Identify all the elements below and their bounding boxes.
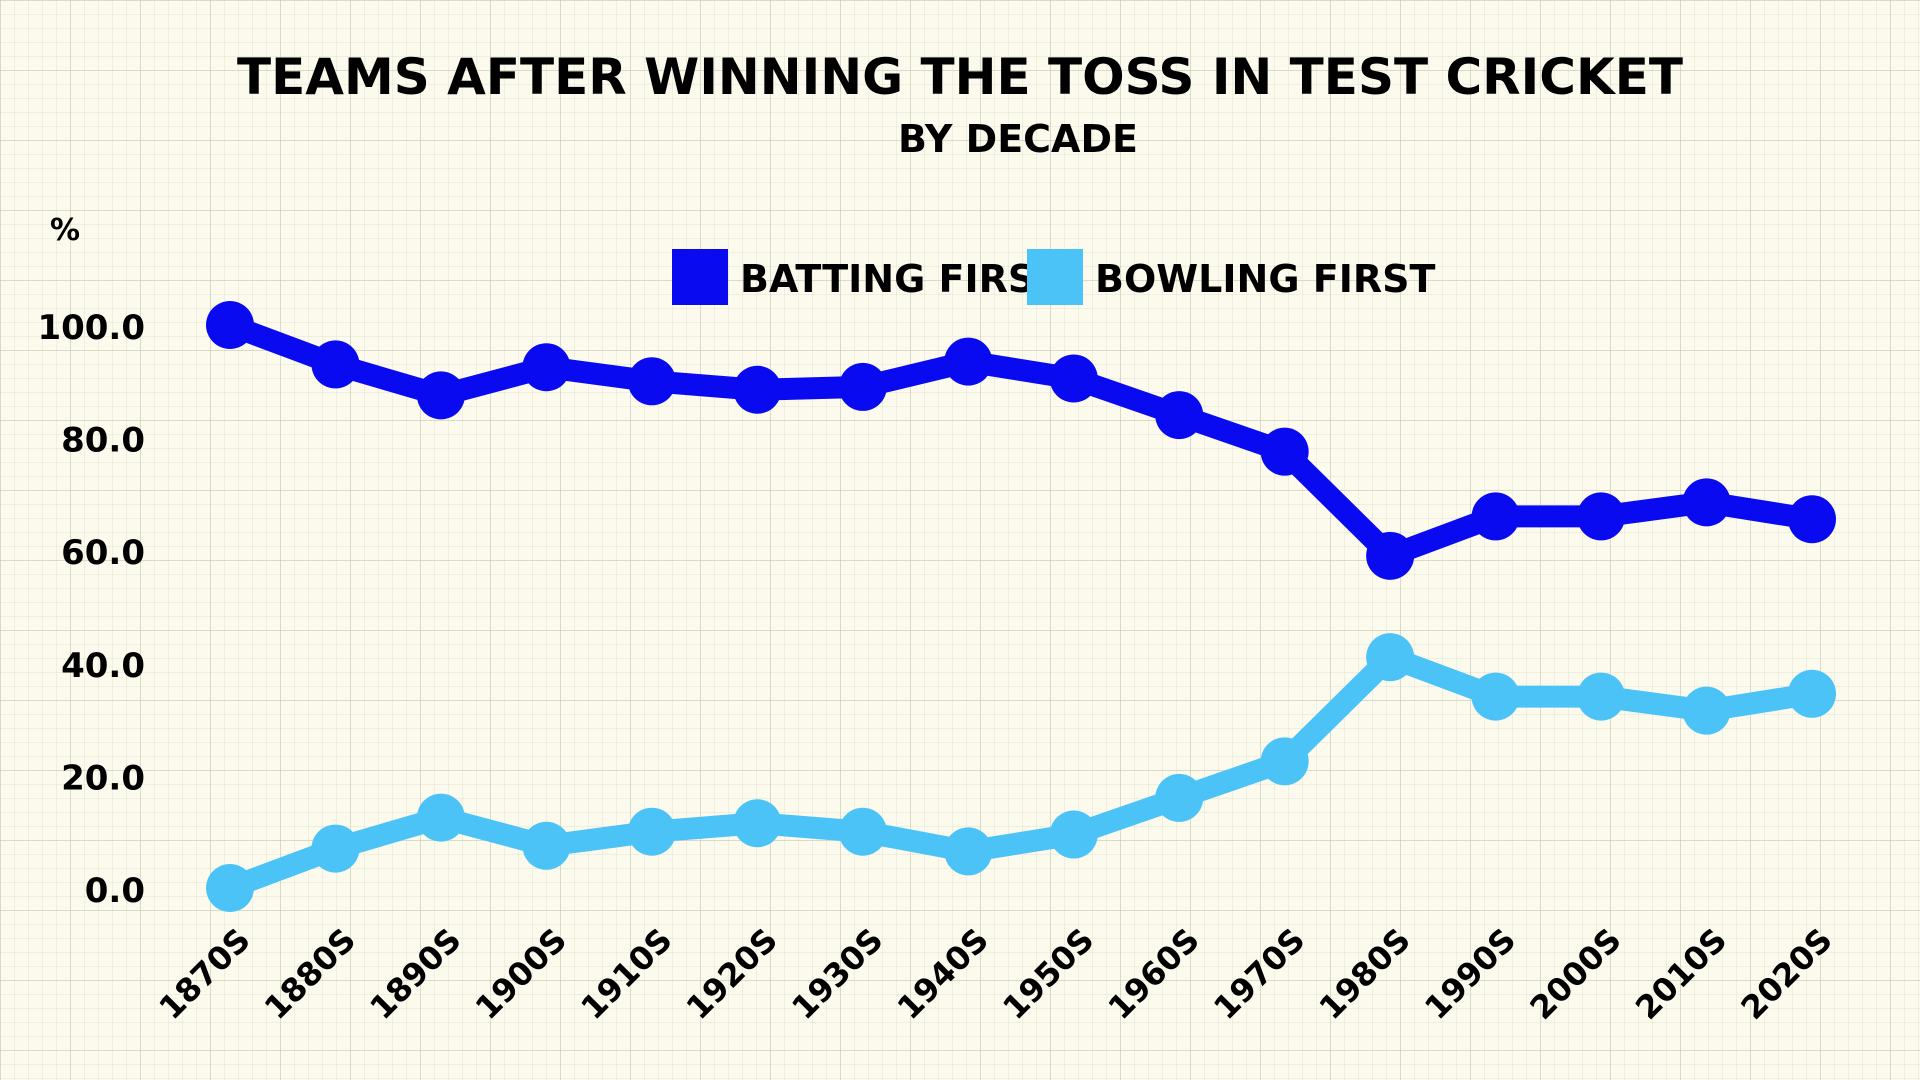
y-axis-ticks: 0.0 20.0 40.0 60.0 80.0 100.0	[37, 308, 145, 911]
data-point-bowling-first	[838, 807, 887, 856]
data-point-bowling-first	[733, 799, 782, 848]
data-point-batting-first	[1260, 427, 1309, 476]
data-point-batting-first	[733, 365, 782, 414]
x-tick-label: 1870S	[152, 921, 258, 1027]
chart-subtitle: BY DECADE	[898, 117, 1138, 161]
y-tick-label: 80.0	[61, 421, 145, 461]
data-point-batting-first	[311, 340, 360, 389]
data-point-bowling-first	[311, 824, 360, 873]
data-point-bowling-first	[1366, 633, 1415, 682]
x-tick-label: 1990S	[1417, 921, 1523, 1027]
x-tick-label: 1910S	[573, 921, 679, 1027]
data-point-batting-first	[522, 343, 571, 392]
data-point-batting-first	[206, 301, 254, 349]
x-axis-ticks: 1870S 1880S 1890S 1900S 1910S 1920S 1930S 1940S…	[152, 921, 1840, 1027]
legend-swatch-bowling-first	[1027, 249, 1083, 305]
x-tick-label: 1900S	[468, 921, 574, 1027]
data-point-batting-first	[1788, 495, 1836, 544]
y-tick-label: 0.0	[85, 871, 145, 911]
x-tick-label: 1950S	[995, 921, 1101, 1027]
data-point-batting-first	[838, 362, 887, 411]
legend: BATTING FIRST BOWLING FIRST	[672, 249, 1435, 305]
data-point-bowling-first	[1788, 669, 1836, 718]
x-tick-label: 1880S	[257, 921, 363, 1027]
data-point-bowling-first	[944, 827, 993, 876]
data-point-bowling-first	[1155, 773, 1204, 822]
legend-label-bowling-first: BOWLING FIRST	[1095, 257, 1435, 301]
series-line-bowling-first	[219, 646, 1823, 899]
data-point-bowling-first	[416, 793, 465, 842]
y-axis-label: %	[50, 213, 80, 248]
chart-title: TEAMS AFTER WINNING THE TOSS IN TEST CRI…	[237, 48, 1683, 106]
y-tick-label: 100.0	[37, 308, 145, 348]
data-point-batting-first	[1471, 492, 1520, 541]
series-line-batting-first	[219, 314, 1823, 567]
data-point-bowling-first	[1577, 672, 1626, 721]
x-tick-label: 2000S	[1523, 921, 1629, 1027]
data-point-batting-first	[944, 337, 993, 386]
data-point-bowling-first	[1049, 810, 1098, 859]
x-tick-label: 1920S	[679, 921, 785, 1027]
x-tick-label: 1970S	[1206, 921, 1312, 1027]
y-tick-label: 60.0	[61, 533, 145, 573]
data-point-bowling-first	[1471, 672, 1520, 721]
x-tick-label: 1960S	[1101, 921, 1207, 1027]
series-layer	[206, 301, 1836, 912]
data-point-bowling-first	[1260, 737, 1309, 786]
data-point-batting-first	[1049, 354, 1098, 403]
data-point-batting-first	[1366, 531, 1415, 580]
x-tick-label: 2020S	[1734, 921, 1840, 1027]
data-point-bowling-first	[522, 821, 571, 870]
x-tick-label: 1940S	[890, 921, 996, 1027]
y-tick-label: 20.0	[61, 758, 145, 798]
x-tick-label: 1930S	[784, 921, 890, 1027]
legend-swatch-batting-first	[672, 249, 728, 305]
data-point-batting-first	[627, 357, 676, 406]
legend-label-batting-first: BATTING FIRST	[740, 257, 1061, 301]
y-tick-label: 40.0	[61, 646, 145, 686]
data-point-bowling-first	[1682, 686, 1731, 735]
x-tick-label: 1980S	[1312, 921, 1418, 1027]
data-point-bowling-first	[627, 807, 676, 856]
data-point-batting-first	[1577, 492, 1626, 541]
data-point-batting-first	[416, 371, 465, 420]
data-point-batting-first	[1155, 391, 1204, 440]
x-tick-label: 1890S	[362, 921, 468, 1027]
data-point-bowling-first	[206, 864, 254, 912]
x-tick-label: 2010S	[1628, 921, 1734, 1027]
data-point-batting-first	[1682, 478, 1731, 527]
